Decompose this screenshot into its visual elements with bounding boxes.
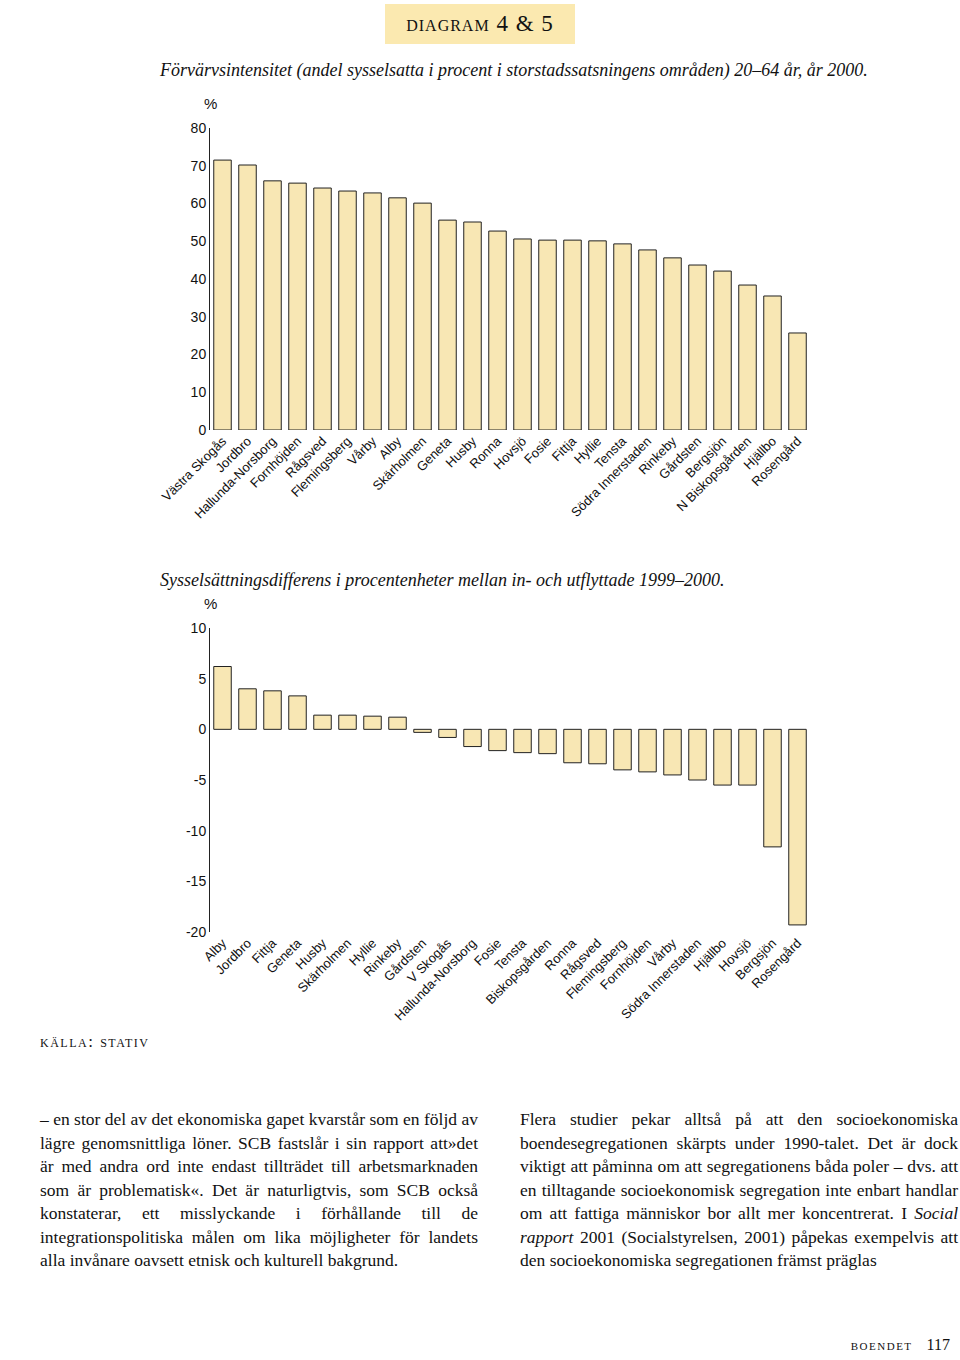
svg-text:-20: -20 (186, 924, 206, 940)
svg-text:Rågsved: Rågsved (282, 434, 329, 481)
svg-text:Fornhöjden: Fornhöjden (247, 434, 304, 491)
svg-text:0: 0 (198, 422, 206, 438)
svg-text:10: 10 (191, 620, 207, 636)
html-text:diagram 4 & 5: diagram 4 & 5 (406, 11, 554, 36)
svg-text:Alby: Alby (376, 433, 405, 462)
svg-text:Flemingsberg: Flemingsberg (563, 936, 629, 1002)
svg-text:60: 60 (191, 195, 207, 211)
svg-text:Fosie: Fosie (521, 434, 554, 467)
svg-text:Hjällbo: Hjällbo (741, 434, 780, 473)
html-text:117: 117 (926, 1336, 950, 1353)
svg-text:Fornhöjden: Fornhöjden (597, 936, 654, 993)
svg-text:Vårby: Vårby (345, 433, 380, 468)
svg-text:N Biskopsgården: N Biskopsgården (674, 434, 755, 515)
svg-text:Rinkeby: Rinkeby (360, 935, 404, 979)
svg-text:Förvärvsintensitet (andel syss: Förvärvsintensitet (andel sysselsatta i … (159, 60, 868, 81)
svg-text:Tensta: Tensta (492, 935, 530, 973)
svg-text:10: 10 (191, 384, 207, 400)
svg-text:Bergsjön: Bergsjön (682, 434, 729, 481)
svg-text:%: % (204, 595, 217, 612)
svg-text:Södra Innerstaden: Södra Innerstaden (618, 936, 704, 1022)
svg-text:Hovsjö: Hovsjö (716, 936, 755, 975)
svg-text:Gårdsten: Gårdsten (656, 434, 704, 482)
svg-text:Hjällbo: Hjällbo (691, 936, 730, 975)
svg-text:70: 70 (191, 158, 207, 174)
svg-text:Bergsjön: Bergsjön (732, 936, 779, 983)
svg-text:Husby: Husby (293, 935, 330, 972)
svg-text:Geneta: Geneta (263, 935, 304, 976)
svg-text:Rosengård: Rosengård (749, 434, 805, 490)
svg-text:V Skogås: V Skogås (404, 935, 454, 985)
svg-text:5: 5 (198, 671, 206, 687)
svg-text:%: % (204, 95, 217, 112)
html-text:boendet: boendet (850, 1336, 913, 1353)
svg-text:Rosengård: Rosengård (749, 936, 805, 992)
svg-text:20: 20 (191, 346, 207, 362)
svg-text:Hovsjö: Hovsjö (491, 434, 530, 473)
html-text:Flera studier pekar alltså på: Flera studier pekar alltså på att den so… (520, 1109, 958, 1270)
svg-text:Fittja: Fittja (249, 935, 280, 966)
svg-text:Fosie: Fosie (471, 936, 504, 969)
svg-text:50: 50 (191, 233, 207, 249)
svg-text:Rågsved: Rågsved (557, 936, 604, 983)
svg-text:Jordbro: Jordbro (212, 936, 254, 978)
svg-text:30: 30 (191, 309, 207, 325)
svg-text:-10: -10 (186, 823, 206, 839)
html-text:källa: stativ: källa: stativ (40, 1032, 150, 1051)
svg-text:Hallunda-Norsborg: Hallunda-Norsborg (191, 434, 279, 522)
svg-text:Skärholmen: Skärholmen (370, 434, 430, 494)
svg-text:Rinkeby: Rinkeby (635, 433, 679, 477)
svg-text:Flemingsberg: Flemingsberg (288, 434, 354, 500)
svg-text:Ronna: Ronna (542, 935, 580, 973)
svg-text:Ronna: Ronna (467, 433, 505, 471)
svg-text:Hyllie: Hyllie (571, 434, 604, 467)
svg-text:-15: -15 (186, 873, 206, 889)
svg-text:Biskopsgården: Biskopsgården (483, 936, 554, 1007)
svg-text:Fittja: Fittja (549, 433, 580, 464)
svg-text:Sysselsättningsdifferens i pro: Sysselsättningsdifferens i procentenhete… (160, 570, 725, 590)
html-text:– en stor del av det ekonomisk: – en stor del av det ekonomiska gapet kv… (40, 1109, 478, 1270)
svg-text:-5: -5 (194, 772, 207, 788)
svg-text:Södra Innerstaden: Södra Innerstaden (568, 434, 654, 520)
svg-text:80: 80 (191, 120, 207, 136)
svg-text:Tensta: Tensta (592, 433, 630, 471)
svg-text:Skärholmen: Skärholmen (295, 936, 355, 996)
svg-text:0: 0 (198, 721, 206, 737)
svg-text:Hyllie: Hyllie (346, 936, 379, 969)
svg-text:Gårdsten: Gårdsten (381, 936, 429, 984)
svg-text:Vårby: Vårby (645, 935, 680, 970)
svg-text:Alby: Alby (201, 935, 230, 964)
svg-text:40: 40 (191, 271, 207, 287)
svg-text:Husby: Husby (443, 433, 480, 470)
svg-text:Hallunda-Norsborg: Hallunda-Norsborg (391, 936, 479, 1024)
svg-text:Geneta: Geneta (413, 433, 454, 474)
svg-text:Jordbro: Jordbro (212, 434, 254, 476)
svg-text:Västra Skogås: Västra Skogås (159, 433, 230, 504)
